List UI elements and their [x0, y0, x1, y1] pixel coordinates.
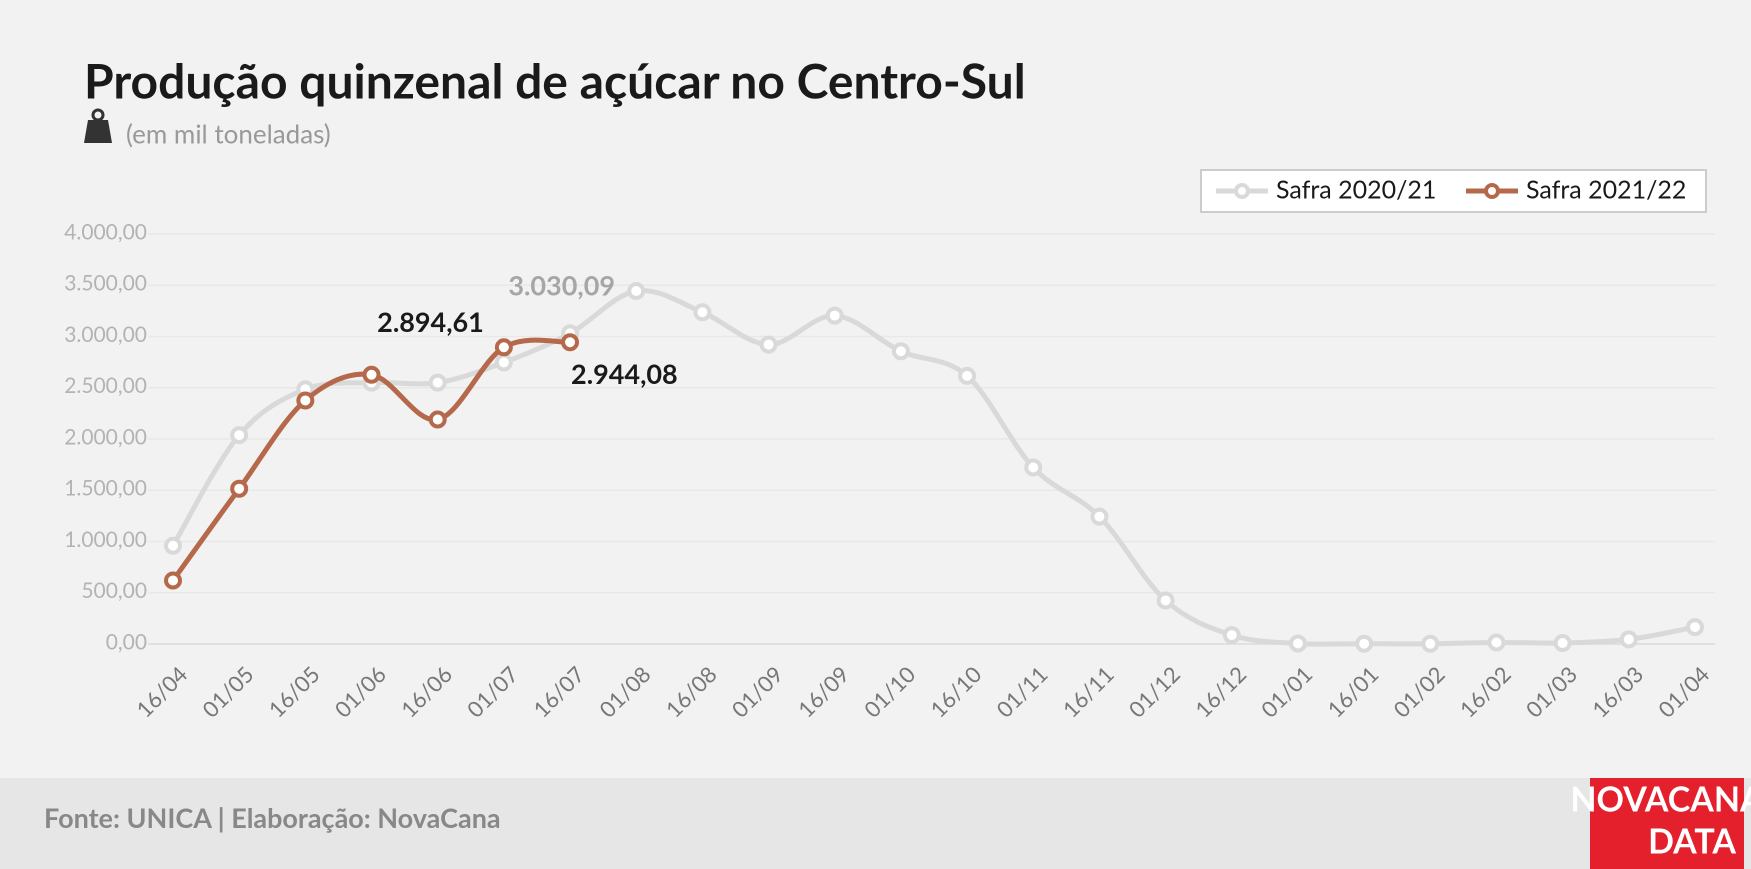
data-point	[627, 281, 646, 300]
data-point	[891, 342, 910, 361]
logo-text: DATA	[1648, 821, 1736, 862]
source: Fonte: UNICA | Elaboração: NovaCana	[44, 801, 501, 834]
data-point	[759, 335, 778, 354]
y-tick-label: 2.000,00	[64, 424, 147, 449]
legend-label: Safra 2020/21	[1276, 174, 1436, 204]
data-point	[1156, 591, 1175, 610]
y-tick-label: 3.500,00	[64, 271, 147, 296]
data-point	[428, 410, 447, 429]
y-tick-label: 1.000,00	[64, 527, 147, 552]
data-point	[1222, 626, 1241, 645]
legend-label: Safra 2021/22	[1526, 174, 1686, 204]
data-point	[1619, 630, 1638, 649]
data-point	[494, 338, 513, 357]
legend-marker	[1234, 183, 1250, 199]
data-point	[428, 373, 447, 392]
legend	[1200, 169, 1707, 213]
data-point	[230, 479, 249, 498]
footer	[0, 778, 1751, 869]
data-point	[1421, 634, 1440, 653]
data-point	[1024, 458, 1043, 477]
chart-subtitle: (em mil toneladas)	[126, 118, 331, 150]
data-point	[494, 353, 513, 372]
weight-icon	[84, 108, 112, 143]
y-tick-label: 1.500,00	[64, 476, 147, 501]
data-label: 3.030,09	[508, 268, 615, 301]
y-tick-label: 500,00	[81, 578, 147, 603]
y-tick-label: 0,00	[106, 629, 147, 654]
data-point	[362, 365, 381, 384]
data-point	[958, 366, 977, 385]
data-point	[296, 391, 315, 410]
data-point	[693, 303, 712, 322]
data-point	[1090, 507, 1109, 526]
legend-marker	[1484, 183, 1500, 199]
data-point	[825, 306, 844, 325]
data-point	[230, 426, 249, 445]
data-point	[164, 536, 182, 555]
data-point	[561, 333, 580, 352]
chart-title: Produção quinzenal de açúcar no Centro-S…	[84, 52, 1026, 109]
data-point	[1487, 633, 1506, 652]
logo-text: NOVACANA	[1570, 779, 1751, 820]
y-tick-label: 2.500,00	[64, 373, 147, 398]
y-tick-label: 4.000,00	[64, 219, 147, 244]
data-point	[1553, 633, 1572, 652]
y-tick-label: 3.000,00	[64, 322, 147, 347]
data-label: 2.944,08	[571, 357, 678, 390]
data-point	[1686, 618, 1704, 637]
logo	[1590, 778, 1744, 869]
data-point	[1288, 634, 1307, 653]
data-label: 2.894,61	[377, 305, 484, 338]
data-point	[1355, 634, 1374, 653]
data-point	[164, 571, 182, 590]
